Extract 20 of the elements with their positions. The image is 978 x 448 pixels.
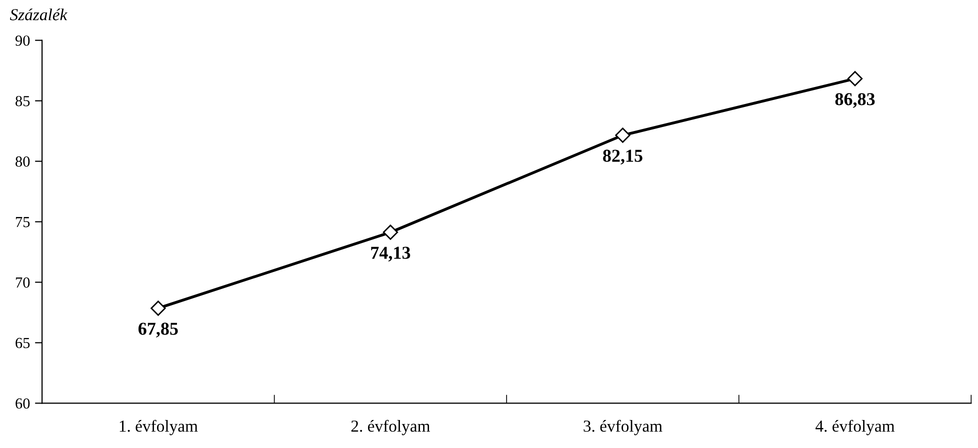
data-label: 82,15	[603, 150, 642, 164]
point	[150, 300, 166, 316]
data-label: 86,83	[835, 93, 875, 108]
y-tick-label: 65	[16, 338, 30, 348]
y-tick-label: 60	[16, 398, 30, 409]
point	[615, 128, 630, 143]
point	[382, 224, 398, 240]
y-tick-label: 90	[15, 35, 30, 46]
point	[847, 71, 863, 86]
x-tick-label: 3. évfolyam	[584, 420, 662, 436]
y-tick-label: 85	[16, 96, 30, 106]
y-tick-label: 80	[16, 156, 30, 167]
x-tick-label: 2. évfolyam	[351, 420, 430, 436]
data-label: 67,85	[138, 322, 178, 338]
x-tick-label: 1. évfolyam	[120, 420, 198, 436]
x-tick-label: 4. évfolyam	[816, 420, 895, 436]
data-label: 74,13	[371, 246, 410, 262]
y-axis-title: Százalék	[10, 8, 68, 20]
y-tick-label: 70	[16, 277, 30, 288]
y-tick-label: 75	[16, 217, 30, 228]
